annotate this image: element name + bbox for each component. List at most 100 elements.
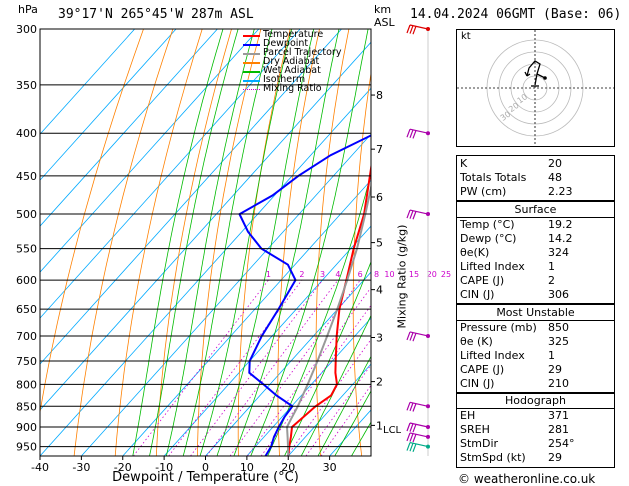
index-row: EH 371 — [456, 409, 615, 423]
hodograph-kt-label: kt — [461, 31, 471, 42]
index-row: Lifted Index 1 — [456, 260, 615, 274]
mixing-ratio-label: 8 — [374, 270, 379, 279]
mixing-ratio-line — [320, 384, 371, 456]
mixing-ratio-label: 15 — [409, 270, 419, 279]
index-value: 850 — [548, 321, 569, 334]
isotherm-line — [40, 29, 135, 135]
index-row: θe(K) 324 — [456, 246, 615, 260]
index-row: CIN (J) 306 — [456, 288, 615, 302]
index-value: 2 — [548, 274, 555, 287]
dry-adiabat-line — [237, 29, 291, 456]
mixing-ratio-label: 4 — [335, 270, 340, 279]
legend-swatch — [243, 62, 260, 64]
x-tick-label: 0 — [202, 461, 209, 474]
mixing-ratio-line — [206, 279, 339, 456]
wind-barb — [406, 331, 430, 342]
isotherm-line — [40, 29, 342, 365]
mixing-ratio-line — [133, 279, 269, 456]
legend-item: Wet Adiabat — [243, 66, 358, 76]
index-name: EH — [460, 409, 476, 422]
index-value: 19.2 — [548, 218, 573, 231]
asl-label: ASL — [374, 16, 395, 29]
index-value: 14.2 — [548, 232, 573, 245]
pressure-tick-label: 650 — [16, 303, 37, 316]
km-tick-label: 1 — [376, 419, 383, 432]
hodograph-panel: 10 20 30 kt — [456, 29, 615, 147]
legend-swatch — [243, 44, 260, 46]
index-name: Dewp (°C) — [460, 232, 517, 245]
index-name: K — [460, 157, 468, 170]
index-name: Temp (°C) — [460, 218, 515, 231]
index-value: 2.23 — [548, 185, 573, 198]
unit-label-hpa: hPa — [18, 3, 38, 16]
index-value: 29 — [548, 363, 562, 376]
index-row: θe (K) 325 — [456, 335, 615, 349]
index-value: 371 — [548, 409, 569, 422]
index-name: Lifted Index — [460, 349, 525, 362]
legend-item: Parcel Trajectory — [243, 48, 358, 58]
index-value: 254° — [548, 437, 575, 450]
wet-adiabat-line — [199, 29, 292, 456]
index-value: 306 — [548, 288, 569, 301]
pressure-tick-label: 700 — [16, 330, 37, 343]
index-row: Totals Totals 48 — [456, 171, 615, 185]
index-value: 1 — [548, 260, 555, 273]
legend-label: Mixing Ratio — [263, 83, 322, 94]
isotherm-line — [122, 179, 371, 456]
index-row: CIN (J) 210 — [456, 377, 615, 391]
km-label: km — [374, 3, 392, 16]
legend-swatch — [243, 53, 260, 55]
indices-divider — [456, 217, 615, 218]
datetime-title: 14.04.2024 06GMT (Base: 06) — [410, 7, 622, 22]
dry-adiabat-line — [424, 29, 444, 456]
wind-barb — [406, 422, 430, 433]
legend-item: Dewpoint — [243, 39, 358, 49]
indices-section-title: Surface — [514, 203, 557, 216]
hodograph-arrow — [524, 71, 531, 77]
index-value: 210 — [548, 377, 569, 390]
storm-motion-marker — [543, 76, 547, 80]
x-tick-label: 20 — [281, 461, 295, 474]
index-name: SREH — [460, 423, 490, 436]
dry-adiabat-line — [114, 29, 203, 456]
km-tick-label: 4 — [376, 284, 383, 297]
indices-box — [456, 201, 615, 304]
indices-box — [456, 392, 615, 468]
x-tick-label: -30 — [72, 461, 90, 474]
pressure-tick-label: 400 — [16, 127, 37, 140]
km-tick-label: 8 — [376, 89, 383, 102]
indices-box — [456, 155, 615, 201]
index-row: CAPE (J) 2 — [456, 274, 615, 288]
wet-adiabat-line — [317, 355, 371, 456]
legend-item: Dry Adiabat — [243, 57, 358, 67]
isotherm-line — [40, 41, 371, 411]
index-name: θe(K) — [460, 246, 490, 259]
index-name: Lifted Index — [460, 260, 525, 273]
index-row: CAPE (J) 29 — [456, 363, 615, 377]
km-tick-label: 5 — [376, 237, 383, 250]
index-name: CAPE (J) — [460, 363, 505, 376]
pressure-tick-label: 350 — [16, 79, 37, 92]
isotherm-line — [287, 363, 371, 456]
pressure-tick-label: 950 — [16, 441, 37, 454]
km-tick-label: 2 — [376, 376, 383, 389]
isotherm-line — [246, 317, 371, 456]
wet-adiabat-line — [284, 260, 371, 456]
dry-adiabat-line — [40, 29, 144, 415]
index-row: Pressure (mb) 850 — [456, 321, 615, 335]
index-value: 324 — [548, 246, 569, 259]
index-value: 48 — [548, 171, 562, 184]
isotherm-line — [40, 29, 218, 227]
index-name: StmDir — [460, 437, 499, 450]
dry-adiabat-line — [613, 29, 629, 456]
isotherm-line — [40, 87, 371, 456]
legend-item: Isotherm — [243, 75, 358, 85]
pressure-tick-label: 300 — [16, 23, 37, 36]
wind-barb — [406, 432, 430, 443]
km-tick-label: 7 — [376, 143, 383, 156]
indices-divider — [456, 408, 615, 409]
legend-swatch — [243, 35, 260, 37]
hodograph-trace — [526, 60, 541, 86]
x-tick-label: -20 — [114, 461, 132, 474]
